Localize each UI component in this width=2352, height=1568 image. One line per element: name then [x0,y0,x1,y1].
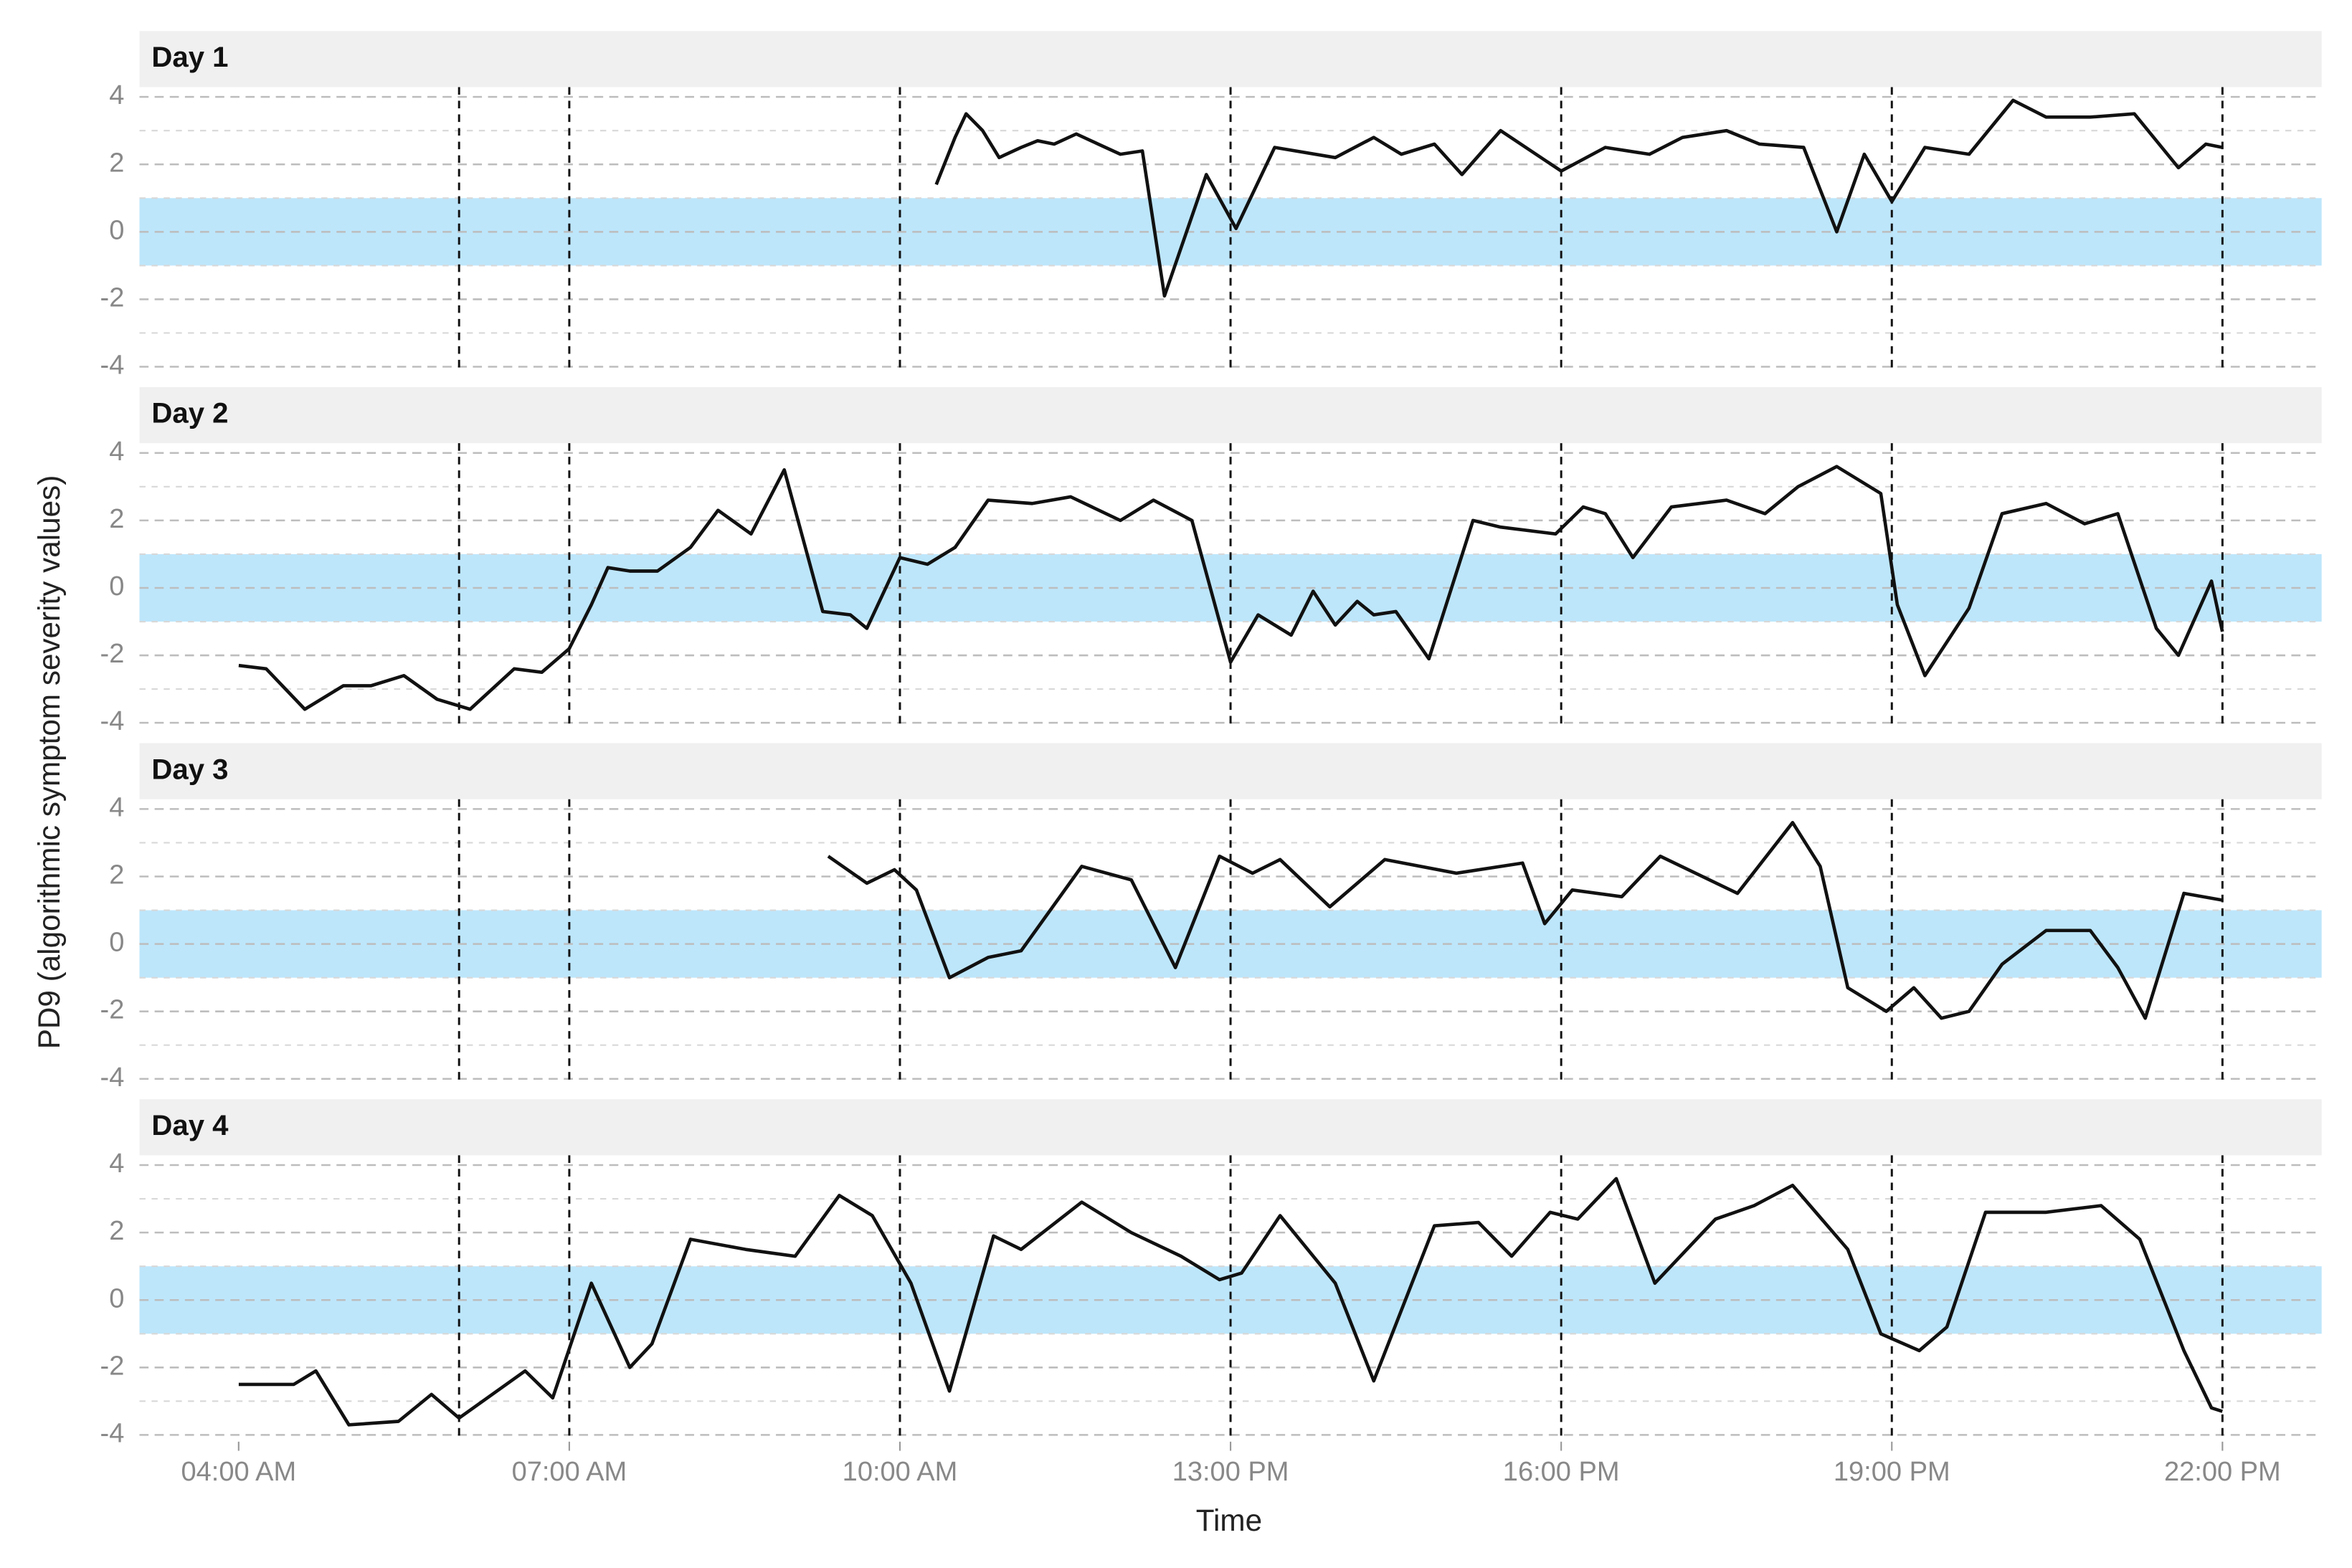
strip [139,1099,2322,1156]
x-tick-label: 07:00 AM [512,1457,627,1487]
panel-title: Day 1 [151,41,228,73]
y-tick-label: -2 [100,282,125,313]
panel-title: Day 3 [151,753,228,785]
panel-title: Day 4 [151,1109,229,1141]
y-tick-label: 2 [109,148,124,178]
strip [139,743,2322,799]
x-tick-label: 10:00 AM [843,1457,958,1487]
y-tick-label: 4 [109,792,124,822]
y-axis-label: PD9 (algorithmic symptom severity values… [32,475,66,1050]
y-tick-label: 2 [109,860,124,890]
series-line [238,465,2224,711]
panel-title: Day 2 [151,397,228,429]
y-tick-label: 0 [109,215,124,245]
x-tick-label: 16:00 PM [1503,1457,1620,1487]
y-tick-label: 0 [109,571,124,602]
y-tick-label: 0 [109,928,124,958]
x-tick-label: 22:00 PM [2164,1457,2281,1487]
series-line [238,1177,2223,1427]
y-tick-label: 4 [109,1149,124,1179]
x-tick-label: 04:00 AM [181,1457,297,1487]
y-tick-label: 0 [109,1283,124,1313]
y-tick-label: 4 [109,80,124,110]
y-tick-label: -4 [100,1418,125,1448]
x-tick-label: 19:00 PM [1834,1457,1950,1487]
series-line [827,820,2223,1020]
y-tick-label: 2 [109,1216,124,1246]
y-tick-label: -4 [100,706,125,736]
y-tick-label: -2 [100,639,125,669]
y-tick-label: -2 [100,1351,125,1381]
x-axis-label: Time [1196,1503,1262,1537]
y-tick-label: -4 [100,1063,125,1093]
strip [139,386,2322,444]
y-tick-label: -4 [100,351,125,381]
x-tick-label: 13:00 PM [1172,1457,1289,1487]
y-tick-label: 2 [109,504,124,534]
y-tick-label: 4 [109,437,124,467]
strip [139,31,2322,87]
y-tick-label: -2 [100,995,125,1025]
series-line [934,98,2223,298]
